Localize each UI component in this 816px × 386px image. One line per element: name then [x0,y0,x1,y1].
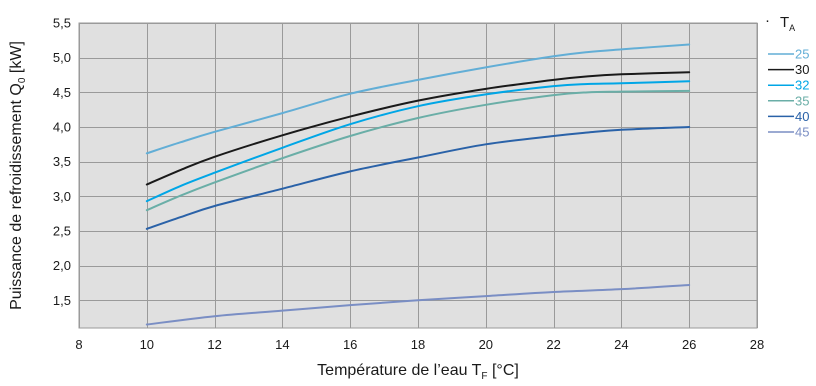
y-tick-label: 1,5 [53,293,71,308]
x-axis-title-unit: [°C] [488,362,519,379]
series-line-35 [145,89,691,212]
plot-frame [78,22,758,329]
legend-item-35: 35 [768,93,809,108]
legend-label: 45 [795,125,809,140]
x-tick-label: 20 [479,337,493,352]
legend-bullet: · [765,12,770,29]
legend-title-main: T [780,14,789,31]
y-tick-labels: 1,5 2,0 2,5 3,0 3,5 4,0 4,5 5,0 5,5 [53,16,71,308]
y-tick-label: 4,5 [53,85,71,100]
x-tick-label: 10 [140,337,154,352]
legend-item-30: 30 [768,62,809,77]
legend-title: TA [780,14,795,33]
legend-item-32: 32 [768,78,809,93]
y-axis-title-unit: [kW] [8,41,25,77]
legend-label: 40 [795,109,809,124]
x-tick-label: 22 [546,337,560,352]
x-tick-label: 18 [411,337,425,352]
y-tick-label: 3,5 [53,154,71,169]
x-tick-label: 16 [343,337,357,352]
x-tick-label: 24 [614,337,628,352]
y-axis-title-subscript: 0 [17,77,28,83]
y-axis-title-main: Puissance de refroidissement Q [8,83,25,310]
series-line-30 [145,71,691,186]
x-axis-title-subscript: F [481,371,487,381]
y-axis-title: Puissance de refroidissement Q0 [kW] [8,41,28,310]
y-tick-label: 2,0 [53,258,71,273]
x-tick-label: 28 [750,337,764,352]
series-line-32 [145,80,691,203]
legend-item-25: 25 [768,47,809,62]
x-axis-title-main: Température de l’eau T [317,362,481,379]
y-tick-label: 2,5 [53,223,71,238]
series-line-40 [145,125,691,230]
x-axis-title: Température de l’eau TF [°C] [317,362,519,381]
legend-item-45: 45 [768,125,809,140]
legend-label: 32 [795,78,809,93]
y-tick-label: 5,0 [53,50,71,65]
series-lines [145,43,691,326]
x-tick-label: 26 [682,337,696,352]
y-tick-label: 5,5 [53,16,71,31]
legend-label: 30 [795,62,809,77]
x-tick-label: 8 [75,337,82,352]
x-tick-label: 14 [275,337,289,352]
series-line-25 [145,43,691,155]
series-line-45 [145,284,691,326]
legend-title-subscript: A [789,23,795,33]
x-tick-label: 12 [207,337,221,352]
y-tick-label: 3,0 [53,189,71,204]
legend-item-40: 40 [768,109,809,124]
legend-label: 25 [795,47,809,62]
legend-label: 35 [795,93,809,108]
y-tick-label: 4,0 [53,119,71,134]
x-tick-labels: 8 10 12 14 16 18 20 22 24 26 28 [75,337,764,352]
